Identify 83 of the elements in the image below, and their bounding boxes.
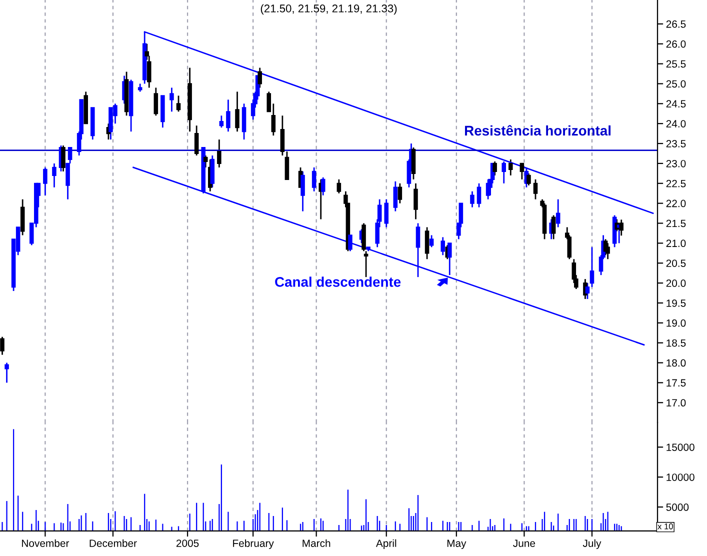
candlestick	[492, 160, 497, 176]
y-tick-label: 19.0	[666, 319, 686, 327]
candlestick	[440, 236, 445, 256]
candlestick	[336, 178, 342, 194]
x-tick-label: July	[582, 539, 602, 550]
x-tick-label: 2005	[176, 540, 199, 547]
y-tick-label: 25.5	[666, 60, 686, 68]
candlestick	[226, 98, 230, 132]
y-tick-label: 5000	[666, 504, 689, 511]
candlestick	[258, 67, 262, 88]
candlestick	[312, 166, 316, 192]
y-tick-label: 26.5	[666, 20, 686, 28]
candlestick	[502, 160, 506, 184]
candlestick	[393, 180, 398, 212]
candlestick	[384, 198, 389, 228]
y-tick-label: 20.5	[666, 260, 686, 267]
candlestick	[242, 102, 246, 140]
candlestick	[300, 170, 305, 212]
y-tick-label: 17.0	[666, 399, 686, 407]
candlestick	[170, 87, 174, 112]
y-tick-label: 22.5	[666, 180, 686, 188]
candlestick	[235, 90, 240, 132]
y-tick-label: 19.5	[666, 299, 686, 307]
candlestick	[424, 226, 430, 260]
candlestick	[429, 234, 434, 248]
x-tick-label: March	[302, 539, 330, 547]
y-tick-label: 21.5	[666, 220, 686, 228]
x-tick-label: November	[22, 539, 70, 547]
x-tick-label: April	[376, 539, 396, 550]
y-tick-label: 18.0	[666, 359, 686, 367]
candlestick	[476, 182, 482, 208]
y-tick-label: 26.0	[666, 40, 686, 48]
y-tick-label: 15000	[666, 444, 694, 451]
x-tick-label: June	[513, 540, 536, 547]
candlestick	[398, 182, 402, 204]
candlestick	[194, 124, 199, 156]
text: x 10	[658, 523, 673, 530]
candlestick	[20, 198, 25, 236]
candlestick	[526, 172, 531, 186]
candlestick	[320, 176, 326, 196]
candlestick	[606, 242, 610, 260]
candlestick	[66, 162, 70, 200]
candlestick	[416, 222, 420, 278]
candlestick	[176, 94, 181, 112]
candlestick	[585, 282, 590, 300]
candlestick	[43, 166, 48, 196]
candlestick	[219, 114, 224, 128]
y-tick-label: 17.5	[666, 379, 686, 387]
y-tick-label: 24.5	[666, 100, 686, 108]
candlestick	[448, 242, 452, 276]
x-tick-label: December	[90, 539, 137, 547]
candlestick	[348, 234, 352, 252]
candlestick	[284, 150, 290, 180]
candlestick	[0, 336, 4, 356]
candlestick	[52, 162, 56, 188]
y-tick-label: 21.0	[666, 240, 686, 248]
x-tick-label: May	[447, 540, 466, 550]
chart-title: (21.50, 21.59, 21.19, 21.33)	[260, 4, 397, 15]
y-tick-label: 23.0	[666, 160, 686, 168]
candlestick	[470, 190, 474, 208]
candlestick	[4, 362, 9, 384]
candlestick	[590, 246, 594, 288]
y-tick-label: 10000	[666, 474, 694, 481]
candlestick	[217, 138, 222, 168]
x-tick-label: February	[233, 539, 274, 550]
candlestick	[556, 198, 560, 228]
candlestick	[508, 158, 513, 176]
ref-line-label: Resistência horizontal	[465, 125, 611, 136]
y-tick-label: 20.0	[666, 280, 686, 287]
candlestick	[280, 114, 285, 156]
y-tick-label: 23.5	[666, 140, 686, 148]
candlestick	[414, 182, 418, 220]
y-tick-label: 25.0	[666, 80, 686, 88]
y-tick-label: 18.5	[666, 339, 686, 347]
y-tick-label: 22.0	[666, 200, 686, 208]
annotation: Canal descendente	[275, 276, 401, 287]
candlestick	[520, 162, 524, 180]
candlestick	[533, 178, 538, 200]
y-tick-label: 24.0	[666, 120, 686, 128]
candlestick	[210, 154, 215, 188]
candlestick	[154, 87, 158, 116]
candlestick	[551, 214, 556, 240]
candlestick	[411, 146, 416, 180]
